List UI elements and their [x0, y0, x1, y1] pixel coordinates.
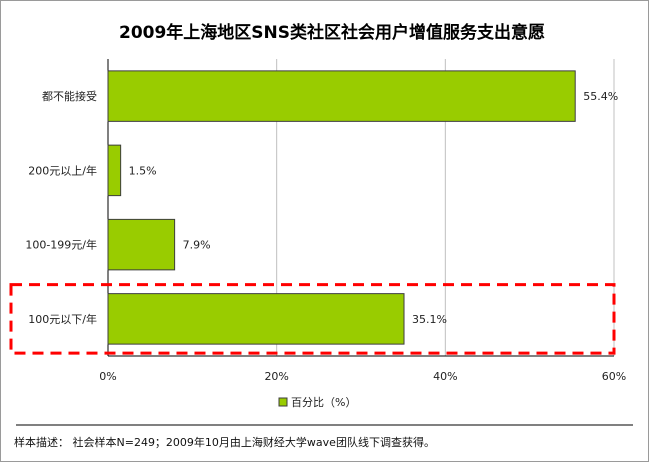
category-label: 100-199元/年	[25, 238, 97, 252]
legend-label: 百分比（%）	[291, 396, 356, 409]
x-tick-label: 20%	[264, 370, 288, 383]
chart-title: 2009年上海地区SNS类社区社会用户增值服务支出意愿	[119, 22, 545, 43]
x-tick-label: 40%	[433, 370, 457, 383]
data-label: 7.9%	[183, 239, 211, 252]
bar	[107, 70, 576, 122]
category-label: 都不能接受	[42, 89, 97, 103]
bar	[107, 218, 176, 271]
x-tick-label: 60%	[602, 370, 626, 383]
bar	[107, 144, 122, 197]
bar	[107, 293, 405, 345]
legend-swatch	[278, 397, 288, 407]
category-label: 200元以上/年	[28, 163, 97, 177]
footer-note: 样本描述： 社会样本N=249；2009年10月由上海财经大学wave团队线下调…	[14, 435, 435, 449]
plot-area: 0% 20% 40% 60% 55.4% 都不能接受 1.5% 200元以上/年 7.9% 100…	[9, 59, 626, 409]
data-label: 1.5%	[129, 164, 157, 177]
category-label: 100元以下/年	[28, 312, 97, 326]
data-label: 55.4%	[583, 90, 618, 103]
highlight-box	[9, 283, 616, 355]
x-tick-label: 0%	[99, 370, 116, 383]
data-label: 35.1%	[412, 313, 447, 326]
